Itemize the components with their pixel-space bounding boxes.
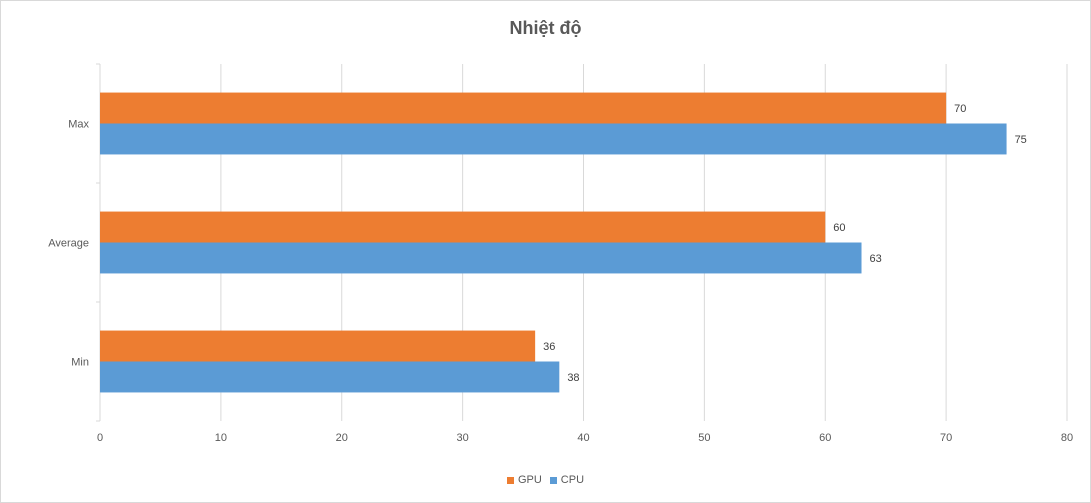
bar-cpu — [100, 242, 862, 274]
x-tick-label: 30 — [457, 432, 469, 444]
legend-swatch-cpu — [549, 476, 557, 484]
data-label: 75 — [1015, 134, 1027, 146]
bar-gpu — [100, 92, 947, 124]
x-tick-label: 20 — [336, 432, 348, 444]
legend: GPU CPU — [0, 474, 1091, 486]
x-tick-label: 80 — [1061, 432, 1073, 444]
data-label: 38 — [567, 372, 579, 384]
y-tick-label: Min — [71, 357, 89, 369]
x-tick-label: 70 — [940, 432, 952, 444]
y-tick-label: Max — [68, 119, 89, 131]
x-tick-label: 10 — [215, 432, 227, 444]
bar-gpu — [100, 330, 536, 362]
legend-item-gpu: GPU — [506, 474, 542, 486]
x-tick-label: 0 — [97, 432, 103, 444]
bar-gpu — [100, 211, 826, 243]
legend-item-cpu: CPU — [549, 474, 585, 486]
bar-cpu — [100, 123, 1007, 155]
data-label: 36 — [543, 341, 555, 353]
chart-title: Nhiệt độ — [509, 18, 582, 38]
x-tick-label: 60 — [819, 432, 831, 444]
data-label: 60 — [833, 222, 845, 234]
y-tick-label: Average — [48, 238, 89, 250]
bar-cpu — [100, 361, 560, 393]
legend-swatch-gpu — [506, 476, 514, 484]
data-label: 70 — [954, 103, 966, 115]
x-tick-label: 50 — [698, 432, 710, 444]
legend-label-cpu: CPU — [560, 474, 585, 486]
x-tick-label: 40 — [577, 432, 589, 444]
data-label: 63 — [870, 253, 882, 265]
legend-label-gpu: GPU — [517, 474, 542, 486]
